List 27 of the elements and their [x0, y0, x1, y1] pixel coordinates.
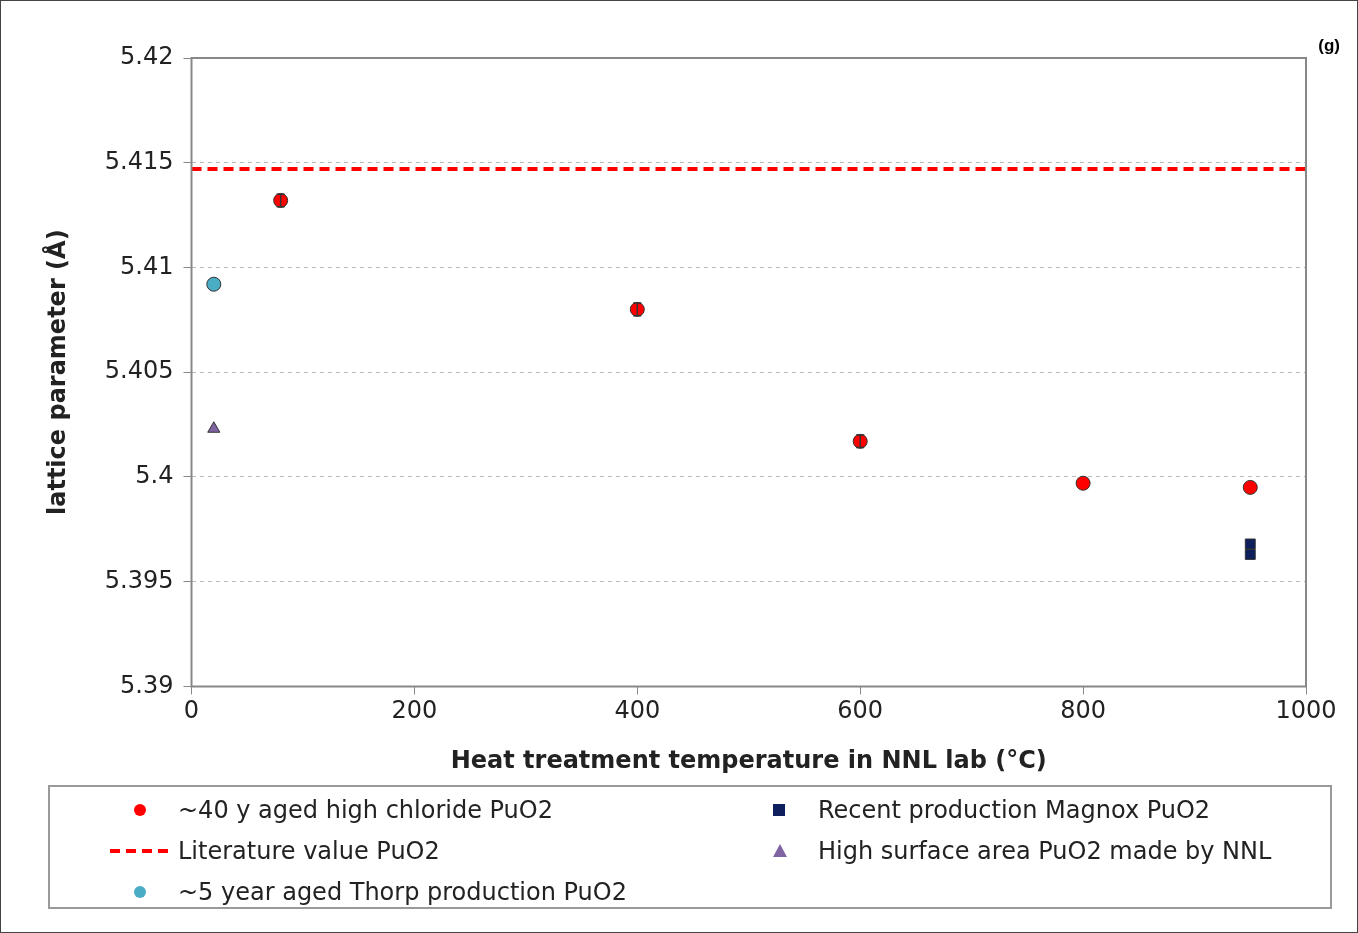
point — [206, 276, 222, 292]
legend-label: High surface area PuO2 made by NNL — [818, 836, 1272, 865]
point — [1244, 538, 1256, 550]
y-tick-label: 5.4 — [135, 461, 174, 490]
x-tick-label: 800 — [1060, 696, 1107, 725]
point — [207, 421, 221, 433]
y-tick-label: 5.41 — [120, 251, 174, 280]
y-tick-label: 5.405 — [104, 356, 174, 385]
x-tick-label: 200 — [391, 696, 438, 725]
x-axis-title: Heat treatment temperature in NNL lab (°C) — [450, 745, 1047, 774]
y-tick-label: 5.39 — [120, 670, 174, 699]
point — [1242, 479, 1258, 495]
point — [1244, 548, 1256, 560]
y-tick-label: 5.395 — [104, 565, 174, 594]
y-axis-title: lattice parameter (Å) — [41, 229, 71, 515]
legend-label: ~5 year aged Thorp production PuO2 — [178, 877, 627, 906]
legend-label: Recent production Magnox PuO2 — [818, 795, 1211, 824]
point — [1075, 475, 1091, 491]
x-tick-label: 1000 — [1275, 696, 1337, 725]
legend-label: Literature value PuO2 — [178, 836, 440, 865]
y-tick-label: 5.42 — [120, 42, 174, 71]
y-tick-label: 5.415 — [104, 146, 174, 175]
chart-title: (g) — [1318, 36, 1340, 56]
x-tick-label: 600 — [837, 696, 884, 725]
x-tick-label: 0 — [183, 696, 200, 725]
legend-label: ~40 y aged high chloride PuO2 — [178, 795, 553, 824]
x-tick-label: 400 — [614, 696, 661, 725]
